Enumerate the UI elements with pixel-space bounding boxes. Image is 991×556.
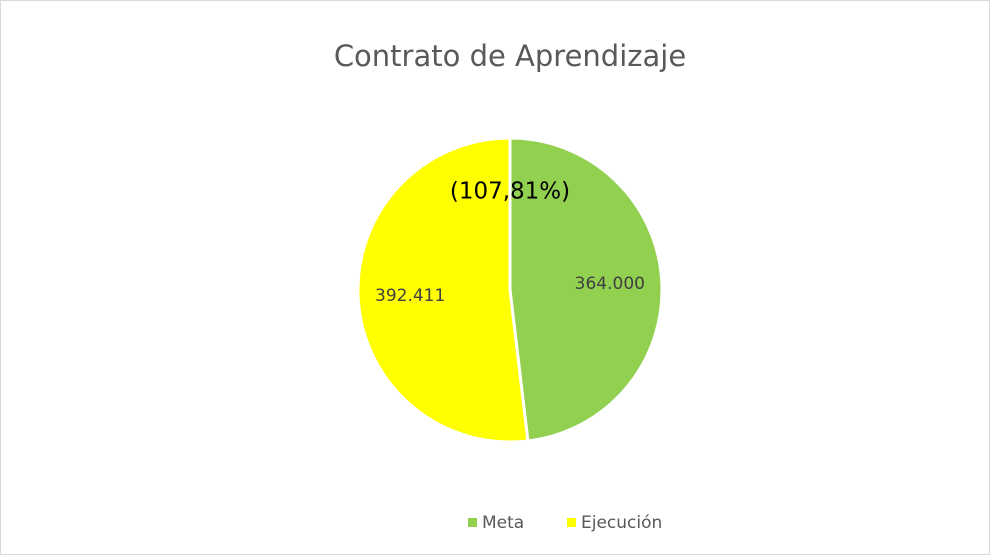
annotation: (107,81%) [450, 179, 570, 205]
pie-slice [356, 136, 530, 444]
legend-label: Meta [482, 513, 524, 533]
pie-slice [508, 136, 664, 443]
chart-title: Contrato de Aprendizaje [334, 39, 686, 73]
legend-swatch [567, 518, 576, 527]
legend-swatch [468, 518, 477, 527]
legend-label: Ejecución [581, 513, 662, 533]
data-label: 392.411 [375, 286, 445, 306]
data-label: 364.000 [575, 274, 645, 294]
